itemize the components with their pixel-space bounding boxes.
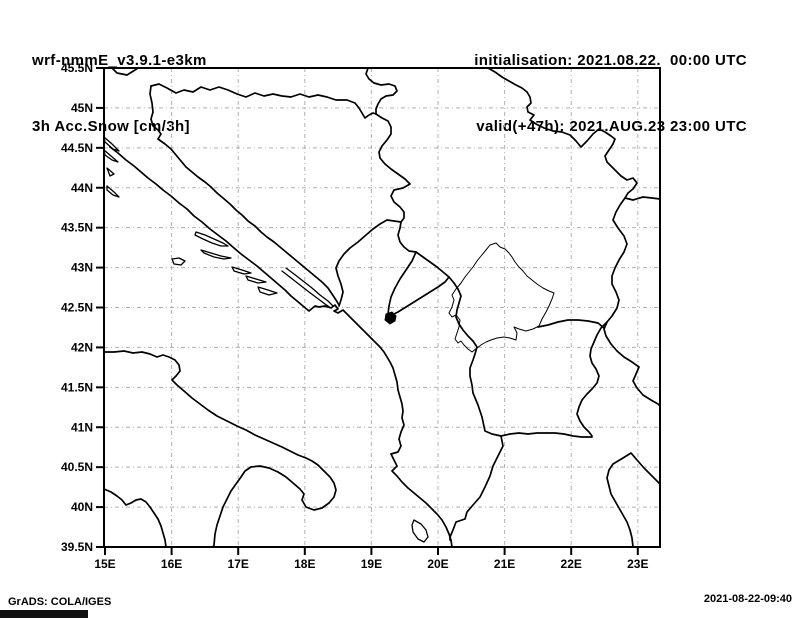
border-path: [365, 67, 398, 115]
coastline-path: [111, 67, 139, 76]
lat-tick-label: 39.5N: [61, 540, 93, 554]
model-title: wrf-nmmE_v3.9.1-e3km: [32, 52, 207, 69]
border-path: [149, 85, 340, 306]
border-path: [537, 319, 605, 329]
valid-time-label: valid(+47h): 2021.AUG.23 23:00 UTC: [476, 118, 747, 135]
lat-tick-label: 42N: [71, 340, 93, 354]
lon-tick-label: 17E: [228, 557, 249, 571]
coastline-path: [606, 452, 661, 548]
border-path: [576, 321, 608, 437]
header-left: wrf-nmmE_v3.9.1-e3km 3h Acc.Snow [cm/3h]: [32, 6, 207, 160]
lat-tick-label: 41N: [71, 420, 93, 434]
border-path: [150, 83, 377, 119]
island-path: [171, 257, 186, 266]
island-path: [200, 249, 232, 260]
border-path: [449, 435, 504, 541]
lake-shape: [384, 311, 397, 325]
lat-tick-label: 44.5N: [61, 141, 93, 155]
lat-tick-label: 45.5N: [61, 61, 93, 75]
creation-timestamp: 2021-08-22-09:40: [703, 593, 792, 605]
border-path: [415, 251, 502, 437]
island-path: [285, 267, 334, 307]
bottom-left-black-strip: [0, 610, 88, 618]
kosovo-border-path: [448, 242, 555, 353]
lon-tick-label: 16E: [161, 557, 182, 571]
lat-tick-label: 43.5N: [61, 221, 93, 235]
lat-tick-label: 44N: [71, 181, 93, 195]
island-path: [411, 519, 429, 543]
border-path: [335, 219, 402, 307]
lat-tick-label: 40N: [71, 500, 93, 514]
grads-credit: GrADS: COLA/IGES: [8, 596, 112, 608]
lat-tick-label: 40.5N: [61, 460, 93, 474]
island-path: [245, 275, 267, 284]
lat-tick-label: 41.5N: [61, 380, 93, 394]
product-title: 3h Acc.Snow [cm/3h]: [32, 118, 190, 135]
border-path: [375, 113, 417, 253]
border-path: [603, 197, 661, 407]
lon-tick-label: 15E: [94, 557, 115, 571]
lon-tick-label: 19E: [361, 557, 382, 571]
coastline-path: [103, 350, 337, 548]
border-path: [487, 67, 661, 201]
coastline-path: [103, 488, 167, 548]
island-path: [106, 185, 120, 198]
island-path: [281, 270, 332, 309]
island-path: [106, 167, 115, 177]
island-path: [231, 266, 252, 275]
coastline-path: [109, 146, 453, 548]
lat-tick-label: 45N: [71, 101, 93, 115]
lat-tick-label: 42.5N: [61, 301, 93, 315]
lon-tick-label: 22E: [561, 557, 582, 571]
lon-tick-label: 20E: [427, 557, 448, 571]
lon-tick-label: 23E: [627, 557, 648, 571]
init-time-label: initialisation: 2021.08.22. 00:00 UTC: [474, 52, 747, 69]
border-path: [387, 251, 417, 315]
lon-tick-label: 21E: [494, 557, 515, 571]
border-path: [389, 276, 450, 317]
island-path: [257, 286, 278, 296]
island-path: [194, 231, 229, 247]
header-right: initialisation: 2021.08.22. 00:00 UTC va…: [474, 6, 747, 160]
lat-tick-label: 43N: [71, 261, 93, 275]
lon-tick-label: 18E: [294, 557, 315, 571]
border-path: [500, 432, 593, 438]
